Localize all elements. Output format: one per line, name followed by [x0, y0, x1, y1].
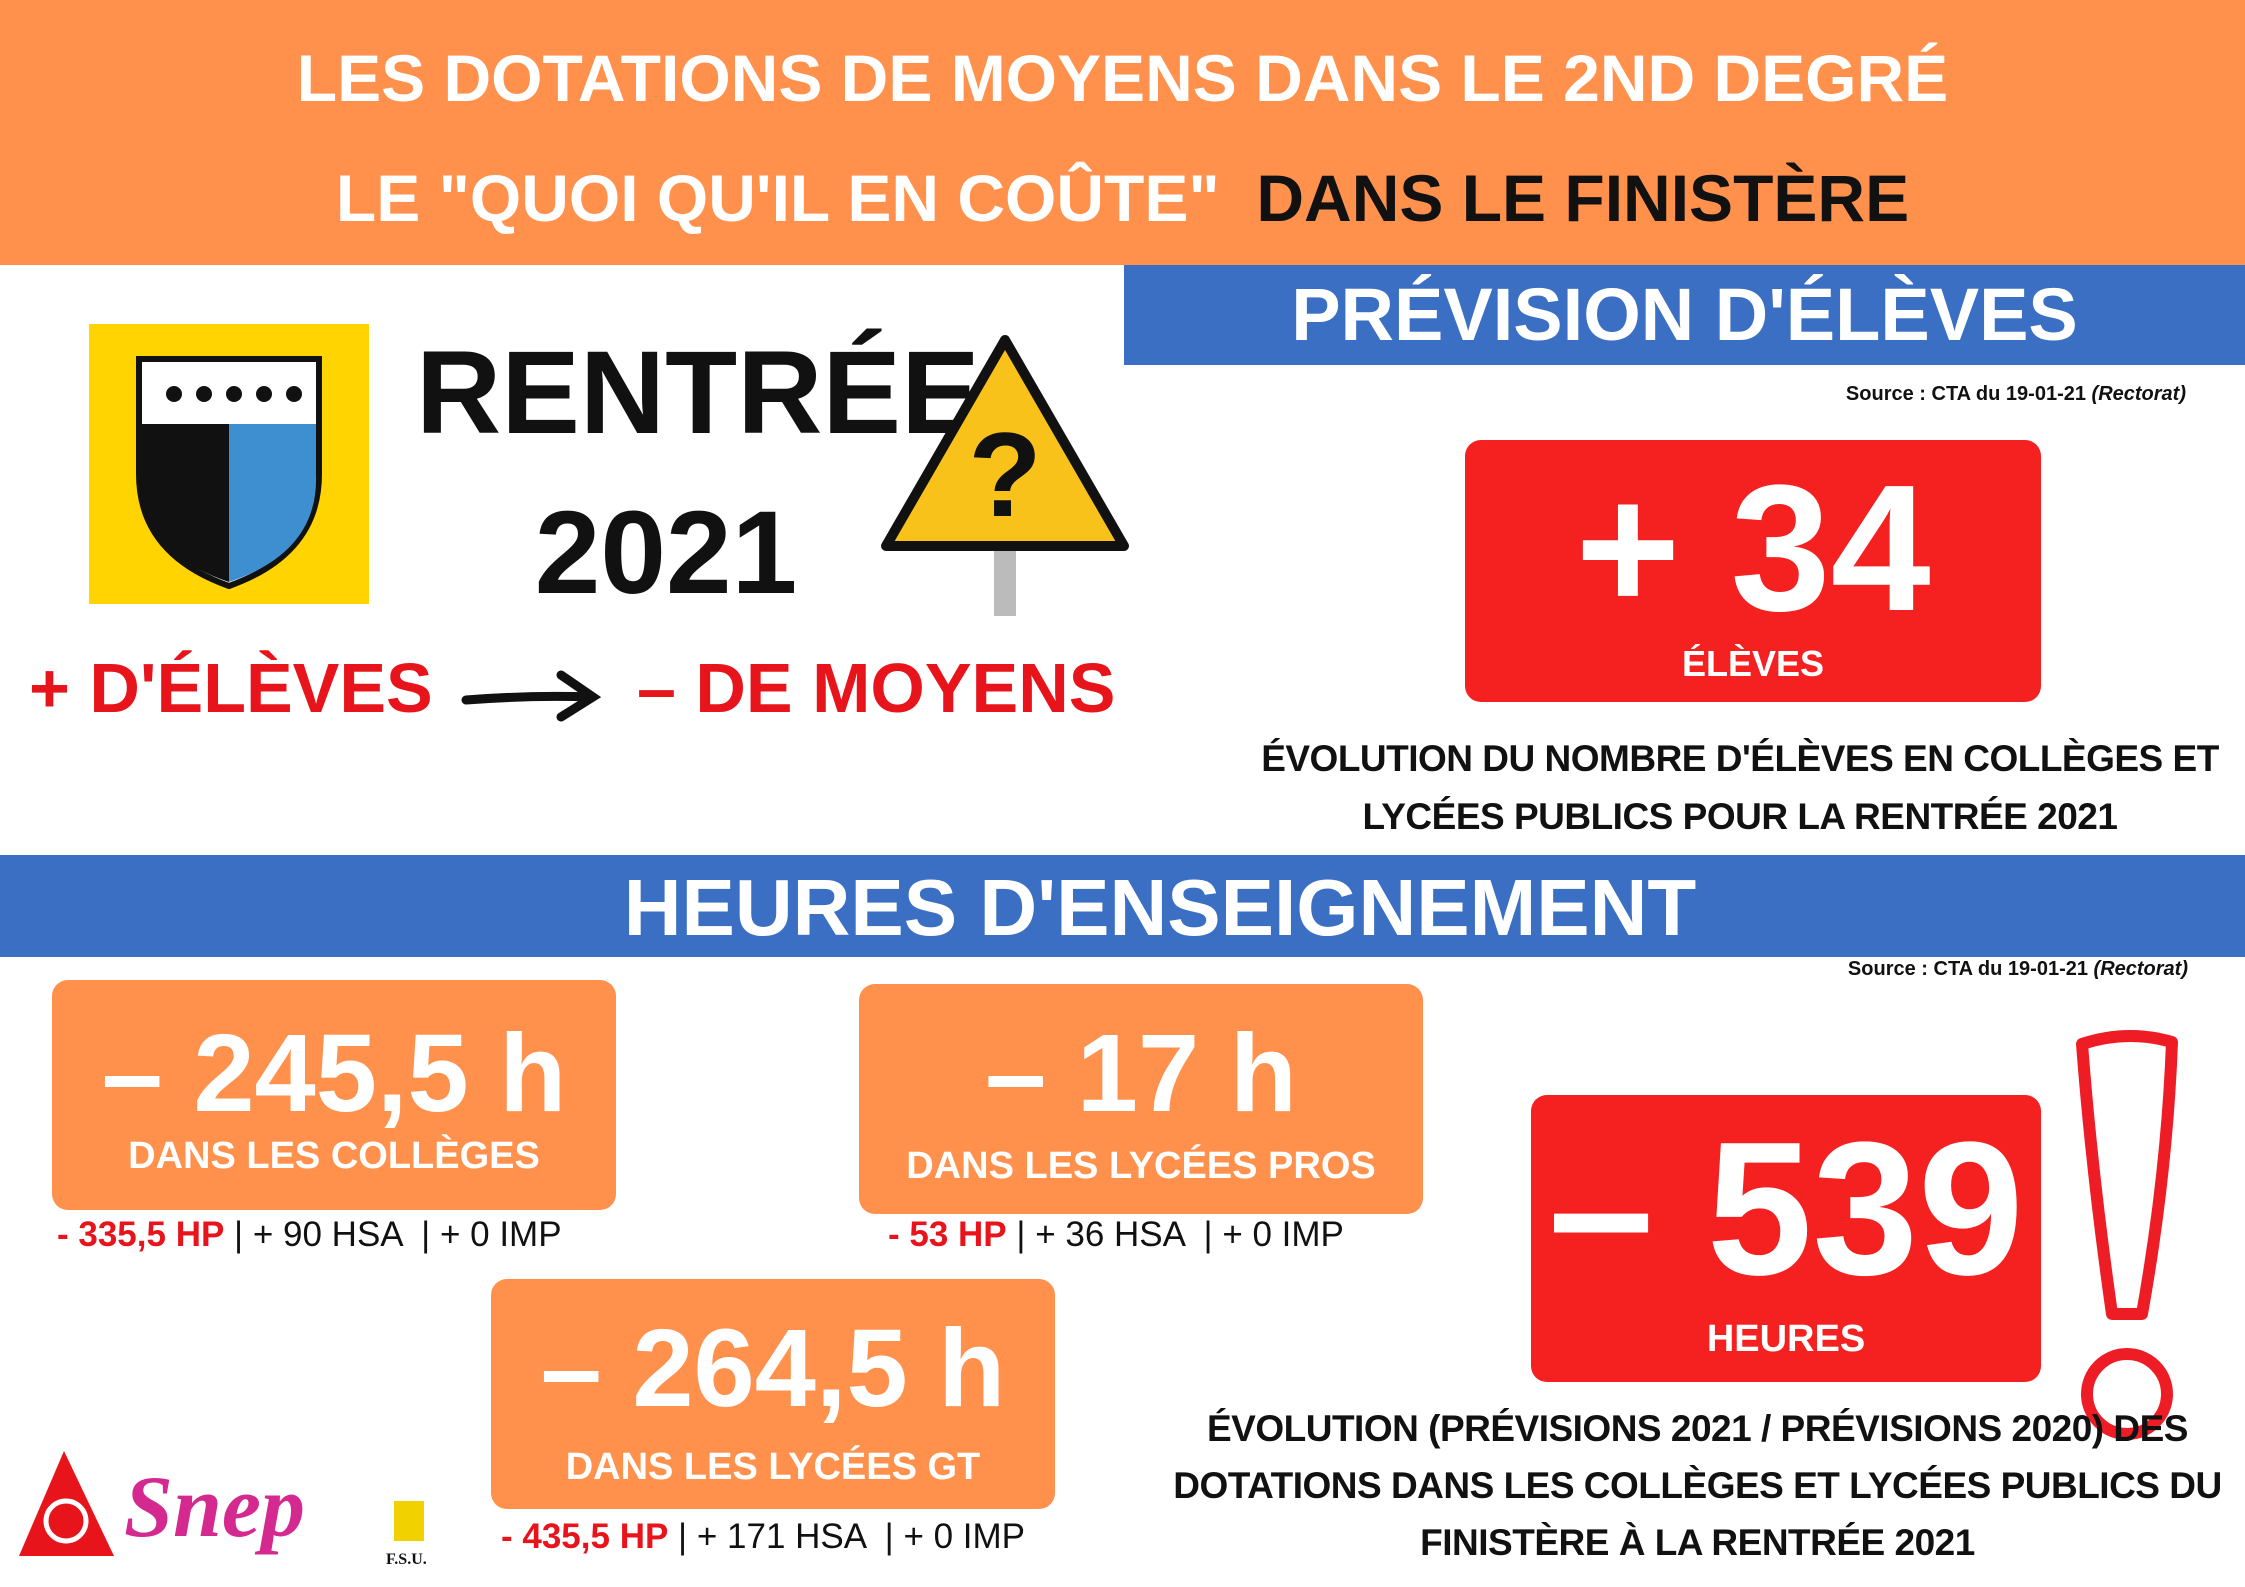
header-band: [0, 0, 2245, 265]
logo-union: F.S.U.: [386, 1551, 427, 1568]
card-label: DANS LES LYCÉES GT: [565, 1446, 981, 1488]
exclamation: [2076, 1030, 2178, 1440]
heures-caption: ÉVOLUTION (PRÉVISIONS 2021 / PRÉVISIONS …: [1207, 1408, 2189, 1449]
eleves-box: [1465, 440, 2041, 702]
less-means: – DE MOYENS: [637, 649, 1116, 727]
snep-logo: Snep F.S.U.: [19, 1451, 427, 1568]
hp: - 53 HP: [888, 1215, 1007, 1254]
source-note: (Rectorat): [2093, 958, 2188, 980]
card-detail: - 435,5 HP | + 171 HSA | + 0 IMP: [501, 1517, 1025, 1557]
eleves-caption: ÉVOLUTION DU NOMBRE D'ÉLÈVES EN COLLÈGES…: [1261, 738, 2219, 779]
eleves-value: + 34: [1575, 448, 1931, 649]
source-text: Source : CTA du 19-01-21: [1847, 958, 2088, 980]
heures-band: [0, 855, 2245, 957]
header-line1: LES DOTATIONS DE MOYENS DANS LE 2ND DEGR…: [296, 41, 1949, 115]
warning-sign: ?: [881, 335, 1129, 616]
header-line2b: DANS LE FINISTÈRE: [1256, 161, 1910, 235]
more-students: + D'ÉLÈVES: [29, 649, 433, 727]
heures-heading: HEURES D'ENSEIGNEMENT: [623, 863, 1697, 952]
total-value: – 539: [1548, 1103, 2024, 1315]
card-box: [52, 980, 616, 1210]
card-value: – 264,5 h: [540, 1307, 1006, 1430]
total-unit: HEURES: [1706, 1318, 1866, 1360]
heures-caption: DOTATIONS DANS LES COLLÈGES ET LYCÉES PU…: [1173, 1465, 2222, 1506]
detail-rest: | + 36 HSA | + 0 IMP: [1016, 1215, 1344, 1254]
card-label: DANS LES LYCÉES PROS: [906, 1145, 1376, 1187]
source-note: (Rectorat): [2091, 383, 2186, 405]
card-box: [859, 984, 1423, 1214]
card-box: [491, 1279, 1055, 1509]
card-value: – 17 h: [985, 1012, 1297, 1135]
card-value: – 245,5 h: [101, 1012, 567, 1135]
hp: - 335,5 HP: [57, 1215, 225, 1254]
eleves-source: Source : CTA du 19-01-21 (Rectorat): [1846, 383, 2186, 406]
arrow: [461, 670, 601, 722]
heures-caption: FINISTÈRE À LA RENTRÉE 2021: [1420, 1522, 1975, 1563]
hp: - 435,5 HP: [501, 1517, 669, 1556]
rentree-title: RENTRÉE: [416, 327, 980, 459]
crest-logo: [89, 324, 369, 604]
total-box: [1531, 1095, 2041, 1382]
header-line2a: LE "QUOI QU'IL EN COÛTE": [335, 161, 1220, 235]
detail-rest: | + 171 HSA | + 0 IMP: [678, 1517, 1026, 1556]
eleves-heading: PRÉVISION D'ÉLÈVES: [1124, 265, 2245, 365]
rentree-year: 2021: [534, 487, 798, 619]
logo-name: Snep: [124, 1459, 305, 1556]
eleves-caption: LYCÉES PUBLICS POUR LA RENTRÉE 2021: [1362, 796, 2118, 837]
card-detail: - 53 HP | + 36 HSA | + 0 IMP: [888, 1215, 1344, 1255]
card-detail: - 335,5 HP | + 90 HSA | + 0 IMP: [57, 1215, 562, 1255]
detail-rest: | + 90 HSA | + 0 IMP: [234, 1215, 562, 1254]
crest: [136, 356, 322, 590]
sign-mark: ?: [968, 408, 1041, 542]
eleves-unit: ÉLÈVES: [1681, 643, 1825, 684]
header-line2: LE "QUOI QU'IL EN COÛTE" DANS LE FINISTÈ…: [0, 160, 2245, 236]
card-label: DANS LES COLLÈGES: [128, 1135, 540, 1177]
source-text: Source : CTA du 19-01-21: [1845, 383, 2086, 405]
heures-source: Source : CTA du 19-01-21 (Rectorat): [1848, 958, 2188, 981]
